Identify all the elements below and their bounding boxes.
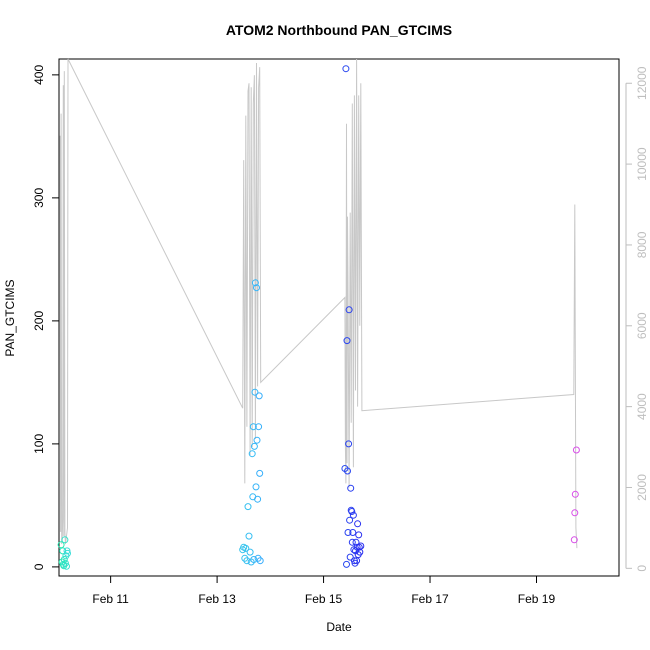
y-axis-label: PAN_GTCIMS [3,279,17,356]
data-point [343,560,350,568]
data-point [61,536,69,544]
data-point [354,520,362,528]
data-point [571,509,579,517]
y-tick-label: 100 [32,434,46,454]
data-point [253,284,260,292]
data-point [570,536,578,544]
x-tick-label: Feb 13 [198,592,236,606]
data-point [63,547,71,555]
data-point [244,503,252,511]
data-point [343,337,351,345]
y2-tick-label: 4000 [635,393,649,420]
y-tick-label: 0 [32,563,46,570]
y-tick-label: 300 [32,188,46,208]
y-tick-label: 200 [32,311,46,331]
scatter-points [57,65,580,570]
y2-tick-label: 6000 [635,312,649,339]
data-point [256,469,264,477]
data-point [357,542,365,550]
data-point [252,483,260,491]
data-point [571,490,579,498]
y-axis-right: 0 2000 4000 6000 8000 10000 12000 [625,66,649,572]
data-point [342,65,350,73]
y2-tick-label: 12000 [635,66,649,100]
data-point [346,553,354,561]
x-tick-label: Feb 11 [92,592,129,606]
data-point [348,508,356,515]
y2-tick-label: 8000 [635,231,649,258]
data-point [345,306,353,314]
data-point [355,531,363,539]
x-tick-label: Feb 19 [518,592,556,606]
chart-title: ATOM2 Northbound PAN_GTCIMS [226,22,452,38]
data-point [245,532,253,540]
y2-tick-label: 10000 [635,147,649,181]
data-point [250,556,258,563]
x-axis: Feb 11 Feb 13 Feb 15 Feb 17 Feb 19 [92,576,555,606]
data-point [61,559,69,567]
data-point [253,436,261,444]
data-point [248,450,256,458]
data-point [345,440,353,448]
data-point [256,557,264,565]
data-point [246,548,254,556]
y2-tick-label: 2000 [635,474,649,501]
y-tick-label: 400 [32,65,46,85]
data-point [344,467,351,475]
data-point [346,516,354,524]
data-point [348,538,356,546]
secondary-series [59,58,578,549]
data-point [64,549,71,557]
data-point [255,392,263,400]
data-point [352,538,360,546]
x-tick-label: Feb 15 [305,592,343,606]
data-point [63,562,70,570]
data-point [60,556,68,563]
x-tick-label: Feb 17 [411,592,449,606]
data-point [249,423,257,431]
y2-tick-label: 0 [635,565,649,572]
y-axis-left: 0 100 200 300 400 [32,65,59,570]
data-point [251,388,259,396]
data-point [251,279,259,287]
data-point [355,543,363,551]
data-point [572,446,580,454]
data-point [254,495,262,503]
data-point [255,423,263,431]
data-point [242,544,250,552]
data-point [349,511,357,519]
x-axis-label: Date [326,620,352,634]
data-point [250,442,258,450]
data-point [347,484,355,492]
data-point [349,529,357,536]
data-point [243,557,251,565]
data-point [344,529,352,536]
plot-frame [58,58,620,577]
secondary-series-line [59,58,578,549]
